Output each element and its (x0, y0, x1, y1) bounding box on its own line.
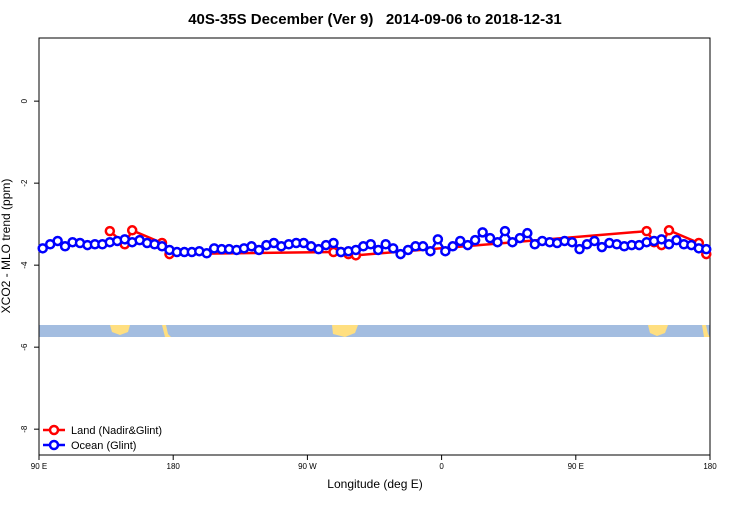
data-point (589, 235, 600, 247)
data-point (126, 225, 138, 236)
data-point (656, 234, 667, 245)
data-point (641, 225, 652, 237)
data-point (454, 235, 466, 247)
data-point (663, 225, 675, 236)
data-point (492, 236, 503, 248)
data-point (514, 232, 526, 244)
legend-marker (48, 439, 60, 451)
y-tick-label: -4 (20, 261, 29, 269)
data-point (52, 235, 63, 247)
data-point (574, 243, 585, 255)
data-point (447, 241, 459, 252)
x-axis-label: Longitude (deg E) (327, 477, 422, 491)
data-point (313, 243, 324, 255)
data-point (59, 241, 71, 252)
data-point (365, 238, 377, 250)
y-tick-label: -8 (20, 425, 29, 433)
x-tick-label: 180 (167, 462, 181, 471)
x-tick-label: 90 W (298, 462, 317, 471)
chart-title: 40S-35S December (Ver 9) 2014-09-06 to 2… (188, 11, 562, 28)
data-point (522, 227, 533, 239)
y-tick-label: 0 (20, 98, 29, 103)
data-point (104, 225, 116, 237)
legend-label: Land (Nadir&Glint) (71, 425, 162, 437)
data-point (372, 244, 384, 256)
y-axis-label: XCO2 - MLO trend (ppm) (0, 179, 13, 314)
data-point (596, 241, 608, 253)
data-point (566, 236, 578, 248)
land-mask (39, 325, 710, 337)
data-point (425, 245, 436, 257)
y-tick-label: -6 (20, 343, 29, 351)
data-point (395, 248, 406, 260)
data-point (328, 237, 339, 249)
data-point (484, 232, 496, 244)
data-point (440, 245, 451, 257)
x-tick-label: 0 (439, 462, 444, 471)
data-point (701, 243, 712, 255)
data-point (462, 239, 473, 251)
data-point (432, 234, 444, 245)
y-tick-label: -2 (20, 179, 29, 187)
data-point (499, 225, 511, 237)
data-point (253, 244, 265, 256)
x-tick-label: 180 (703, 462, 717, 471)
x-tick-label: 90 E (568, 462, 584, 471)
data-point (37, 243, 48, 254)
data-point (201, 248, 212, 259)
data-point (469, 234, 481, 246)
data-point (417, 241, 429, 252)
data-point (380, 238, 391, 250)
legend-label: Ocean (Glint) (71, 440, 136, 452)
data-point (477, 227, 488, 238)
data-point (671, 234, 682, 246)
legend-marker (48, 424, 60, 436)
data-point (507, 236, 518, 248)
data-point (387, 243, 399, 254)
data-point (663, 238, 675, 250)
x-tick-label: 90 E (31, 462, 47, 471)
